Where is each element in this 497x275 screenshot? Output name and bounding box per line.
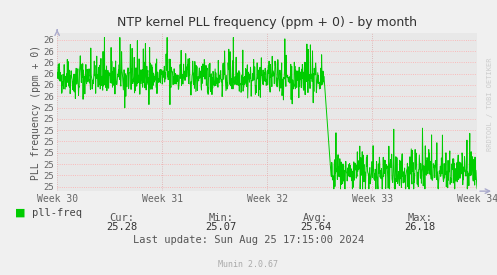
- Text: Cur:: Cur:: [109, 213, 134, 223]
- Text: 26.18: 26.18: [405, 222, 435, 232]
- Text: Max:: Max:: [408, 213, 432, 223]
- Text: Min:: Min:: [209, 213, 234, 223]
- Text: ■: ■: [15, 208, 25, 218]
- Text: Munin 2.0.67: Munin 2.0.67: [219, 260, 278, 269]
- Text: 25.28: 25.28: [106, 222, 137, 232]
- Text: 25.07: 25.07: [206, 222, 237, 232]
- Text: Last update: Sun Aug 25 17:15:00 2024: Last update: Sun Aug 25 17:15:00 2024: [133, 235, 364, 245]
- Y-axis label: PLL frequency (ppm + 0): PLL frequency (ppm + 0): [31, 45, 41, 180]
- Text: pll-freq: pll-freq: [32, 208, 83, 218]
- Text: 25.64: 25.64: [300, 222, 331, 232]
- Title: NTP kernel PLL frequency (ppm + 0) - by month: NTP kernel PLL frequency (ppm + 0) - by …: [117, 16, 417, 29]
- Text: Avg:: Avg:: [303, 213, 328, 223]
- Text: RRDTOOL / TOBI OETIKER: RRDTOOL / TOBI OETIKER: [487, 58, 493, 151]
